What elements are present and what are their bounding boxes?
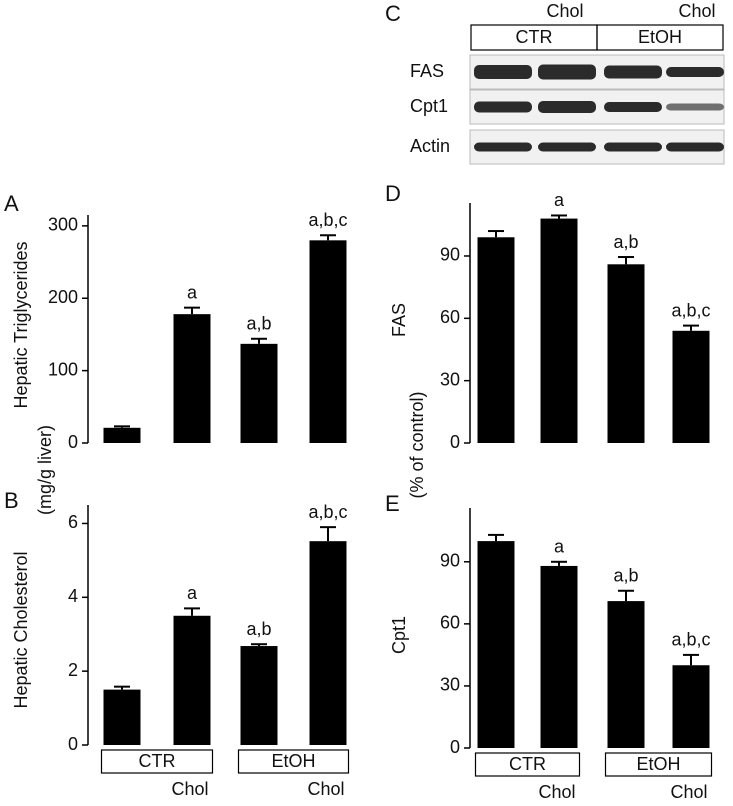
group-label: CTR bbox=[139, 751, 176, 771]
y-tick-label: 0 bbox=[68, 734, 78, 754]
y-tick-label: 200 bbox=[48, 287, 78, 307]
x-tick-label: Chol bbox=[670, 782, 707, 801]
blot-row-label: FAS bbox=[410, 61, 444, 81]
bar bbox=[173, 615, 211, 745]
bar bbox=[477, 541, 515, 748]
significance-label: a bbox=[187, 583, 198, 603]
bar bbox=[309, 541, 347, 745]
significance-label: a bbox=[187, 282, 198, 302]
y-tick-label: 60 bbox=[440, 613, 460, 633]
y-axis-label: Cpt1 bbox=[389, 616, 409, 654]
blot-band bbox=[538, 142, 596, 152]
y-tick-label: 90 bbox=[440, 245, 460, 265]
y-tick-label: 30 bbox=[440, 675, 460, 695]
blot-band bbox=[538, 101, 596, 113]
group-box bbox=[237, 749, 350, 774]
y-tick-label: 0 bbox=[68, 432, 78, 452]
significance-label: a,b bbox=[246, 314, 271, 334]
blot-band bbox=[666, 103, 724, 111]
group-label: CTR bbox=[509, 754, 546, 774]
blot-band bbox=[538, 64, 596, 80]
bar bbox=[173, 314, 211, 443]
blot-band bbox=[666, 67, 724, 77]
significance-label: a bbox=[554, 537, 565, 557]
bar bbox=[672, 330, 710, 443]
blot-row-label: Actin bbox=[410, 136, 450, 156]
significance-label: a,b,c bbox=[308, 502, 347, 522]
group-box bbox=[474, 752, 581, 777]
significance-label: a,b bbox=[613, 566, 638, 586]
group-box bbox=[100, 749, 214, 774]
y-axis-label: (mg/g liver) bbox=[35, 425, 55, 515]
blot-band bbox=[604, 102, 662, 112]
panel-letter: C bbox=[385, 1, 401, 26]
blot-band bbox=[474, 142, 532, 152]
bar bbox=[309, 240, 347, 443]
significance-label: a,b bbox=[613, 232, 638, 252]
y-tick-label: 0 bbox=[450, 432, 460, 452]
panel-letter: E bbox=[385, 491, 400, 516]
bar bbox=[540, 565, 578, 748]
panel-letter: D bbox=[385, 181, 401, 206]
significance-label: a,b,c bbox=[671, 300, 710, 320]
y-tick-label: 2 bbox=[68, 660, 78, 680]
blot-row-label: Cpt1 bbox=[410, 96, 448, 116]
blot-band bbox=[604, 65, 662, 79]
bar bbox=[607, 601, 645, 748]
bar bbox=[477, 237, 515, 443]
y-tick-label: 100 bbox=[48, 359, 78, 379]
bar bbox=[103, 427, 141, 443]
group-box bbox=[596, 24, 724, 51]
significance-label: a bbox=[554, 190, 565, 210]
x-tick-label: Chol bbox=[171, 779, 208, 799]
blot-band bbox=[666, 142, 724, 152]
y-tick-label: 90 bbox=[440, 551, 460, 571]
group-label: EtOH bbox=[638, 27, 682, 47]
y-tick-label: 60 bbox=[440, 307, 460, 327]
treatment-label: Chol bbox=[546, 1, 583, 21]
blot-band bbox=[604, 142, 662, 152]
x-tick-label: Chol bbox=[307, 779, 344, 799]
panel-letter: A bbox=[4, 191, 19, 216]
bar bbox=[607, 264, 645, 443]
bar bbox=[540, 218, 578, 443]
significance-label: a,b,c bbox=[308, 210, 347, 230]
significance-label: a,b bbox=[246, 619, 271, 639]
group-box bbox=[604, 752, 713, 777]
blot-band bbox=[474, 101, 532, 113]
bar bbox=[240, 646, 278, 745]
x-tick-label: Chol bbox=[538, 782, 575, 801]
y-tick-label: 4 bbox=[68, 586, 78, 606]
group-label: EtOH bbox=[271, 751, 315, 771]
y-axis-label: (% of control) bbox=[407, 391, 427, 498]
y-tick-label: 6 bbox=[68, 512, 78, 532]
bar bbox=[103, 689, 141, 745]
treatment-label: Chol bbox=[678, 1, 715, 21]
y-axis-label: FAS bbox=[389, 303, 409, 337]
blot-band bbox=[474, 65, 532, 79]
y-tick-label: 30 bbox=[440, 369, 460, 389]
bar bbox=[672, 665, 710, 748]
group-label: CTR bbox=[516, 27, 553, 47]
panel-letter: B bbox=[4, 488, 19, 513]
y-axis-label: Hepatic Triglycerides bbox=[11, 241, 31, 408]
y-tick-label: 0 bbox=[450, 737, 460, 757]
bar bbox=[240, 343, 278, 443]
group-label: EtOH bbox=[636, 754, 680, 774]
significance-label: a,b,c bbox=[671, 630, 710, 650]
y-tick-label: 300 bbox=[48, 215, 78, 235]
y-axis-label: Hepatic Cholesterol bbox=[11, 551, 31, 708]
